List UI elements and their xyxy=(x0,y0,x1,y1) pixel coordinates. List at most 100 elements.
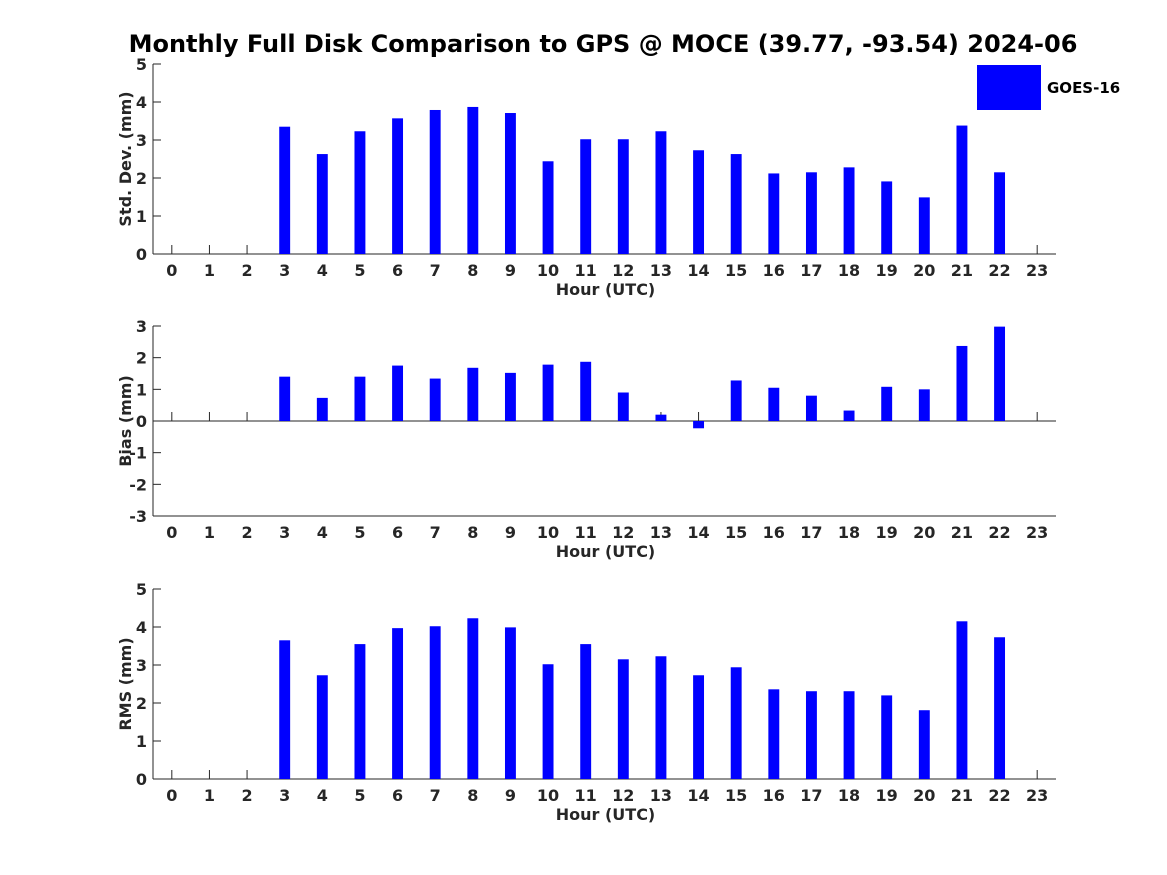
bar-hour-5 xyxy=(354,644,366,779)
x-tick-label: 20 xyxy=(913,786,935,805)
bar-hour-3 xyxy=(279,126,291,254)
bar-hour-16 xyxy=(768,173,780,254)
bar-hour-19 xyxy=(881,695,893,779)
bar-hour-19 xyxy=(881,386,893,421)
bar-hour-8 xyxy=(467,367,479,421)
x-tick-label: 1 xyxy=(204,786,215,805)
bar-hour-11 xyxy=(580,644,592,779)
bar-hour-10 xyxy=(542,664,554,779)
x-tick-label: 19 xyxy=(876,523,898,542)
x-tick-label: 20 xyxy=(913,261,935,280)
y-tick-label: 2 xyxy=(136,169,147,188)
y-tick-label: 1 xyxy=(136,380,147,399)
x-tick-label: 3 xyxy=(279,786,290,805)
x-tick-label: 19 xyxy=(876,261,898,280)
bar-hour-18 xyxy=(843,410,855,421)
y-axis-label: Bias (mm) xyxy=(116,375,135,467)
x-tick-label: 6 xyxy=(392,523,403,542)
x-tick-label: 0 xyxy=(166,523,177,542)
bar-hour-14 xyxy=(693,675,705,779)
chart-title: Monthly Full Disk Comparison to GPS @ MO… xyxy=(129,30,1078,58)
x-tick-label: 0 xyxy=(166,261,177,280)
x-axis-label: Hour (UTC) xyxy=(556,542,656,561)
bar-hour-13 xyxy=(655,131,667,254)
x-tick-label: 1 xyxy=(204,523,215,542)
bar-hour-5 xyxy=(354,376,366,421)
x-tick-label: 17 xyxy=(800,523,822,542)
x-tick-label: 16 xyxy=(763,786,785,805)
bar-hour-21 xyxy=(956,125,968,254)
x-tick-label: 22 xyxy=(988,523,1010,542)
bar-hour-4 xyxy=(316,397,328,421)
y-axis-label: Std. Dev. (mm) xyxy=(116,91,135,226)
x-tick-label: 9 xyxy=(505,261,516,280)
x-tick-label: 0 xyxy=(166,786,177,805)
bar-hour-18 xyxy=(843,167,855,254)
x-tick-label: 22 xyxy=(988,786,1010,805)
bar-hour-12 xyxy=(617,139,629,254)
bar-hour-13 xyxy=(655,414,667,421)
x-tick-label: 9 xyxy=(505,523,516,542)
x-tick-label: 13 xyxy=(650,523,672,542)
x-tick-label: 8 xyxy=(467,786,478,805)
bar-hour-15 xyxy=(730,380,742,421)
x-tick-label: 21 xyxy=(951,261,973,280)
x-tick-label: 15 xyxy=(725,523,747,542)
x-tick-label: 16 xyxy=(763,523,785,542)
x-tick-label: 11 xyxy=(575,523,597,542)
x-tick-label: 3 xyxy=(279,261,290,280)
bar-hour-6 xyxy=(392,628,404,779)
y-tick-label: 2 xyxy=(136,694,147,713)
x-tick-label: 15 xyxy=(725,786,747,805)
y-tick-label: 4 xyxy=(136,618,147,637)
bar-hour-3 xyxy=(279,640,291,779)
bar-hour-9 xyxy=(504,113,516,255)
y-tick-label: 5 xyxy=(136,55,147,74)
bar-hour-11 xyxy=(580,361,592,421)
y-tick-label: 3 xyxy=(136,131,147,150)
y-tick-label: 0 xyxy=(136,412,147,431)
bar-hour-4 xyxy=(316,154,328,254)
y-tick-label: 0 xyxy=(136,770,147,789)
x-tick-label: 1 xyxy=(204,261,215,280)
bar-hour-16 xyxy=(768,689,780,779)
x-tick-label: 23 xyxy=(1026,261,1048,280)
x-tick-label: 10 xyxy=(537,786,559,805)
x-axis-label: Hour (UTC) xyxy=(556,805,656,824)
bar-hour-22 xyxy=(994,326,1006,421)
x-tick-label: 12 xyxy=(612,523,634,542)
bar-hour-21 xyxy=(956,345,968,421)
bar-hour-12 xyxy=(617,392,629,421)
x-tick-label: 16 xyxy=(763,261,785,280)
y-tick-label: -1 xyxy=(129,444,147,463)
x-tick-label: 3 xyxy=(279,523,290,542)
y-tick-label: 2 xyxy=(136,349,147,368)
bar-hour-20 xyxy=(918,197,930,254)
bar-hour-16 xyxy=(768,387,780,421)
bar-hour-15 xyxy=(730,154,742,254)
x-tick-label: 5 xyxy=(354,523,365,542)
y-tick-label: -3 xyxy=(129,507,147,526)
x-tick-label: 21 xyxy=(951,523,973,542)
bar-hour-13 xyxy=(655,656,667,779)
x-tick-label: 6 xyxy=(392,786,403,805)
x-tick-label: 5 xyxy=(354,261,365,280)
bar-hour-21 xyxy=(956,621,968,779)
legend-label: GOES-16 xyxy=(1047,79,1120,97)
x-tick-label: 23 xyxy=(1026,523,1048,542)
x-tick-label: 2 xyxy=(241,261,252,280)
x-tick-label: 6 xyxy=(392,261,403,280)
x-tick-label: 4 xyxy=(317,523,328,542)
legend: GOES-16 xyxy=(977,65,1120,110)
x-tick-label: 13 xyxy=(650,786,672,805)
x-tick-label: 10 xyxy=(537,523,559,542)
x-tick-label: 21 xyxy=(951,786,973,805)
x-tick-label: 14 xyxy=(687,261,709,280)
x-tick-label: 14 xyxy=(687,523,709,542)
x-tick-label: 2 xyxy=(241,523,252,542)
x-tick-label: 18 xyxy=(838,786,860,805)
bar-hour-14 xyxy=(693,150,705,254)
